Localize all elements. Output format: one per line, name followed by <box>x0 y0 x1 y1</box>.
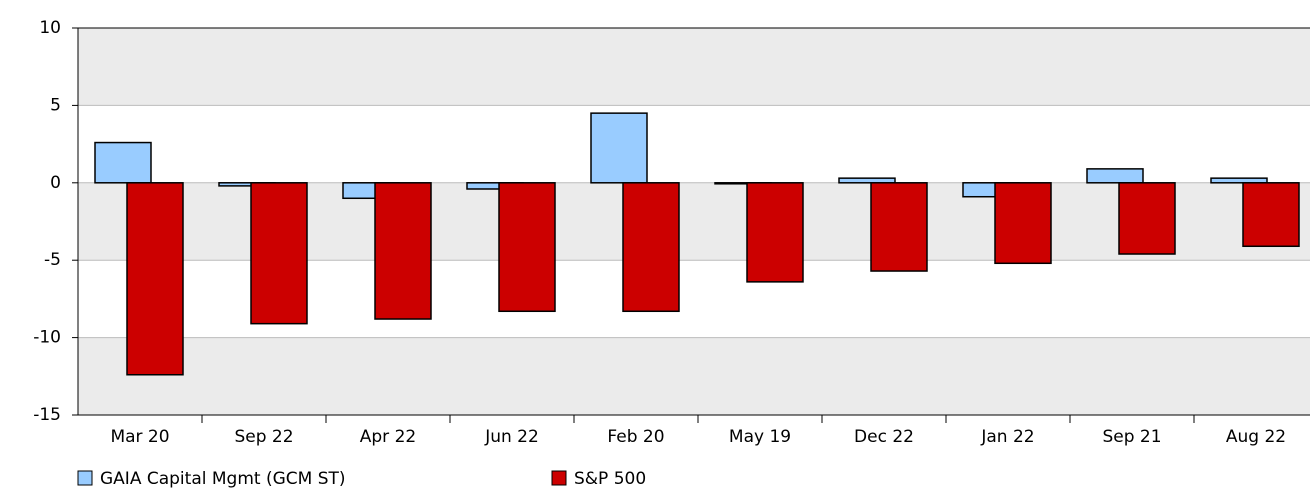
bar <box>1242 182 1300 248</box>
y-tick-label: 0 <box>50 173 61 193</box>
legend-label: S&P 500 <box>574 469 646 489</box>
x-tick-label: Jan 22 <box>980 427 1034 447</box>
bar <box>1086 168 1144 184</box>
legend-swatch <box>551 470 567 486</box>
bar <box>870 182 928 272</box>
bar <box>838 177 896 184</box>
x-tick-label: Aug 22 <box>1226 427 1286 447</box>
x-tick-label: Dec 22 <box>854 427 914 447</box>
bar <box>126 182 184 376</box>
bar <box>498 182 556 313</box>
y-tick-label: -5 <box>44 250 61 270</box>
x-tick-label: Mar 20 <box>110 427 169 447</box>
x-tick-label: May 19 <box>729 427 791 447</box>
bar <box>250 182 308 325</box>
x-tick-label: Sep 21 <box>1102 427 1161 447</box>
y-tick-label: 5 <box>50 95 61 115</box>
bar <box>746 182 804 283</box>
x-tick-label: Feb 20 <box>607 427 664 447</box>
y-tick-label: 10 <box>39 18 61 38</box>
bar <box>1210 177 1268 184</box>
bar <box>374 182 432 320</box>
plot-band <box>78 337 1310 415</box>
bar <box>994 182 1052 265</box>
bar <box>1118 182 1176 255</box>
bar <box>622 182 680 313</box>
bar <box>590 112 648 184</box>
y-tick-label: -10 <box>33 328 61 348</box>
bar <box>94 141 152 184</box>
x-tick-label: Sep 22 <box>234 427 293 447</box>
legend-label: GAIA Capital Mgmt (GCM ST) <box>100 469 346 489</box>
y-tick-label: -15 <box>33 405 61 425</box>
x-tick-label: Jun 22 <box>484 427 539 447</box>
x-tick-label: Apr 22 <box>360 427 416 447</box>
plot-band <box>78 28 1310 106</box>
legend-swatch <box>77 470 93 486</box>
